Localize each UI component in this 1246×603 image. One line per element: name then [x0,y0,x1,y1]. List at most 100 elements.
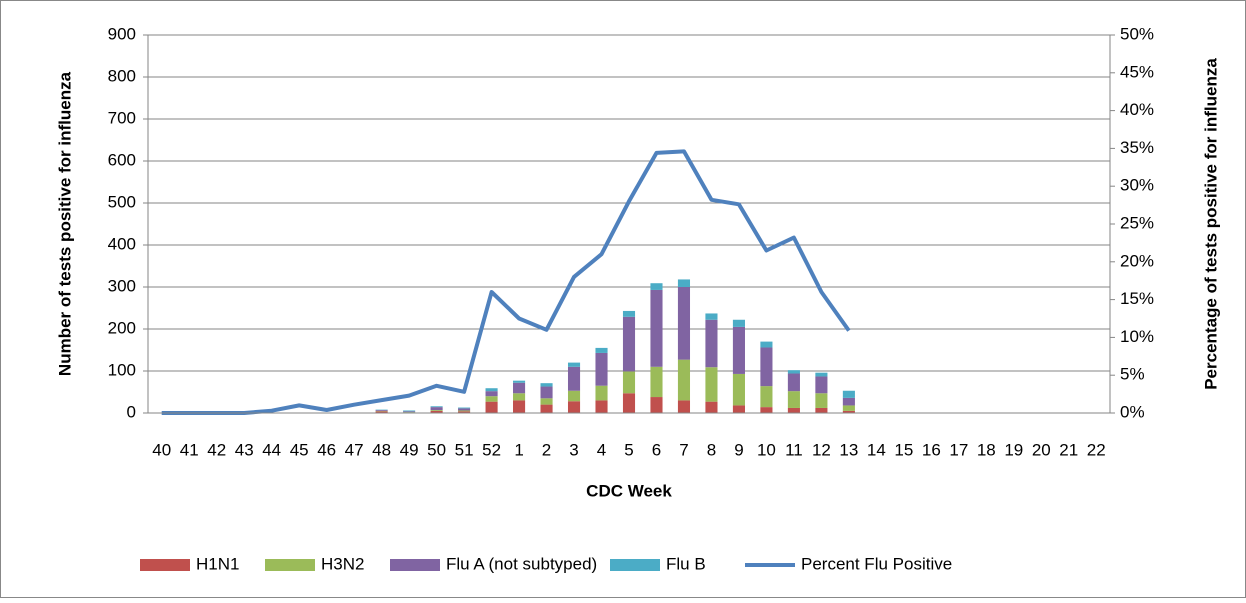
bar-segment [733,320,745,327]
x-axis-title: CDC Week [586,481,672,500]
x-tick-label: 40 [152,440,171,459]
bar-segment [595,386,607,401]
x-tick-label: 52 [482,440,501,459]
bar-segment [486,396,498,401]
y-tick-label: 0 [127,402,136,421]
legend-label: H1N1 [196,554,239,573]
x-tick-label: 12 [812,440,831,459]
x-tick-label: 11 [785,440,803,459]
bar-segment [458,408,470,409]
bar-segment [623,371,635,393]
y2-tick-label: 40% [1120,100,1154,119]
bar-segment [815,408,827,413]
x-tick-label: 5 [624,440,633,459]
y2-tick-label: 20% [1120,251,1154,270]
bar-segment [815,373,827,377]
bar-segment [568,401,580,413]
x-tick-label: 14 [867,440,886,459]
x-tick-label: 44 [262,440,281,459]
bar-segment [843,398,855,406]
y2-tick-label: 15% [1120,289,1154,308]
legend-label: Flu A (not subtyped) [446,554,597,573]
bar-segment [540,383,552,386]
bar-segment [431,407,443,410]
bar-segment [486,391,498,396]
x-tick-label: 22 [1087,440,1106,459]
bar-segment [486,388,498,391]
bar-segment [513,393,525,400]
bar-segment [705,402,717,413]
bar-segment [623,317,635,372]
x-tick-label: 10 [757,440,776,459]
bar-segment [815,393,827,408]
bar-segment [486,402,498,413]
bar-segment [733,374,745,406]
x-tick-label: 51 [455,440,474,459]
bar-segment [733,405,745,413]
bar-segment [788,391,800,408]
x-tick-label: 1 [514,440,523,459]
x-tick-label: 3 [569,440,578,459]
y-tick-label: 200 [108,318,136,337]
y-tick-label: 400 [108,234,136,253]
bar-segment [760,342,772,348]
bar-segment [623,311,635,317]
x-tick-label: 48 [372,440,391,459]
bar-segment [540,387,552,399]
bar-segment [376,410,388,411]
y2-tick-label: 0% [1120,402,1145,421]
x-tick-label: 7 [679,440,688,459]
bar-segment [513,400,525,413]
legend-swatch [610,559,660,571]
bar-segment [788,408,800,413]
legend-swatch [140,559,190,571]
bar-segment [705,313,717,319]
legend-label: H3N2 [321,554,364,573]
y2-tick-label: 5% [1120,365,1145,384]
y2-tick-label: 35% [1120,138,1154,157]
x-tick-label: 45 [290,440,309,459]
bar-segment [623,393,635,413]
y2-tick-label: 30% [1120,176,1154,195]
bar-segment [815,376,827,393]
bar-segment [595,353,607,386]
bar-segment [678,400,690,413]
bar-segment [650,283,662,290]
bar-segment [650,290,662,367]
legend-swatch [265,559,315,571]
y-axis-title: Number of tests positive for influenza [55,71,74,376]
bar-segment [760,386,772,407]
bar-segment [540,405,552,413]
bar-segment [595,400,607,413]
bar-segment [568,363,580,367]
y2-tick-label: 50% [1120,24,1154,43]
y-tick-label: 300 [108,276,136,295]
bar-segment [431,406,443,407]
bar-segment [540,398,552,404]
x-tick-label: 47 [345,440,364,459]
x-tick-label: 18 [977,440,996,459]
legend-label: Flu B [666,554,706,573]
x-tick-label: 6 [652,440,661,459]
bar-segment [678,287,690,360]
bar-segment [760,407,772,413]
bar-segment [431,410,443,411]
x-tick-label: 43 [235,440,254,459]
bar-segment [595,348,607,353]
x-tick-label: 8 [707,440,716,459]
bar-segment [403,411,415,412]
x-tick-label: 2 [542,440,551,459]
y2-tick-label: 25% [1120,213,1154,232]
x-tick-label: 41 [180,440,199,459]
x-tick-label: 42 [207,440,226,459]
bar-segment [788,374,800,392]
bar-segment [843,391,855,398]
bar-segment [760,347,772,386]
bar-segment [843,405,855,410]
x-tick-label: 4 [597,440,606,459]
x-tick-label: 20 [1032,440,1051,459]
y-tick-label: 900 [108,24,136,43]
x-tick-label: 13 [839,440,858,459]
y2-tick-label: 10% [1120,327,1154,346]
